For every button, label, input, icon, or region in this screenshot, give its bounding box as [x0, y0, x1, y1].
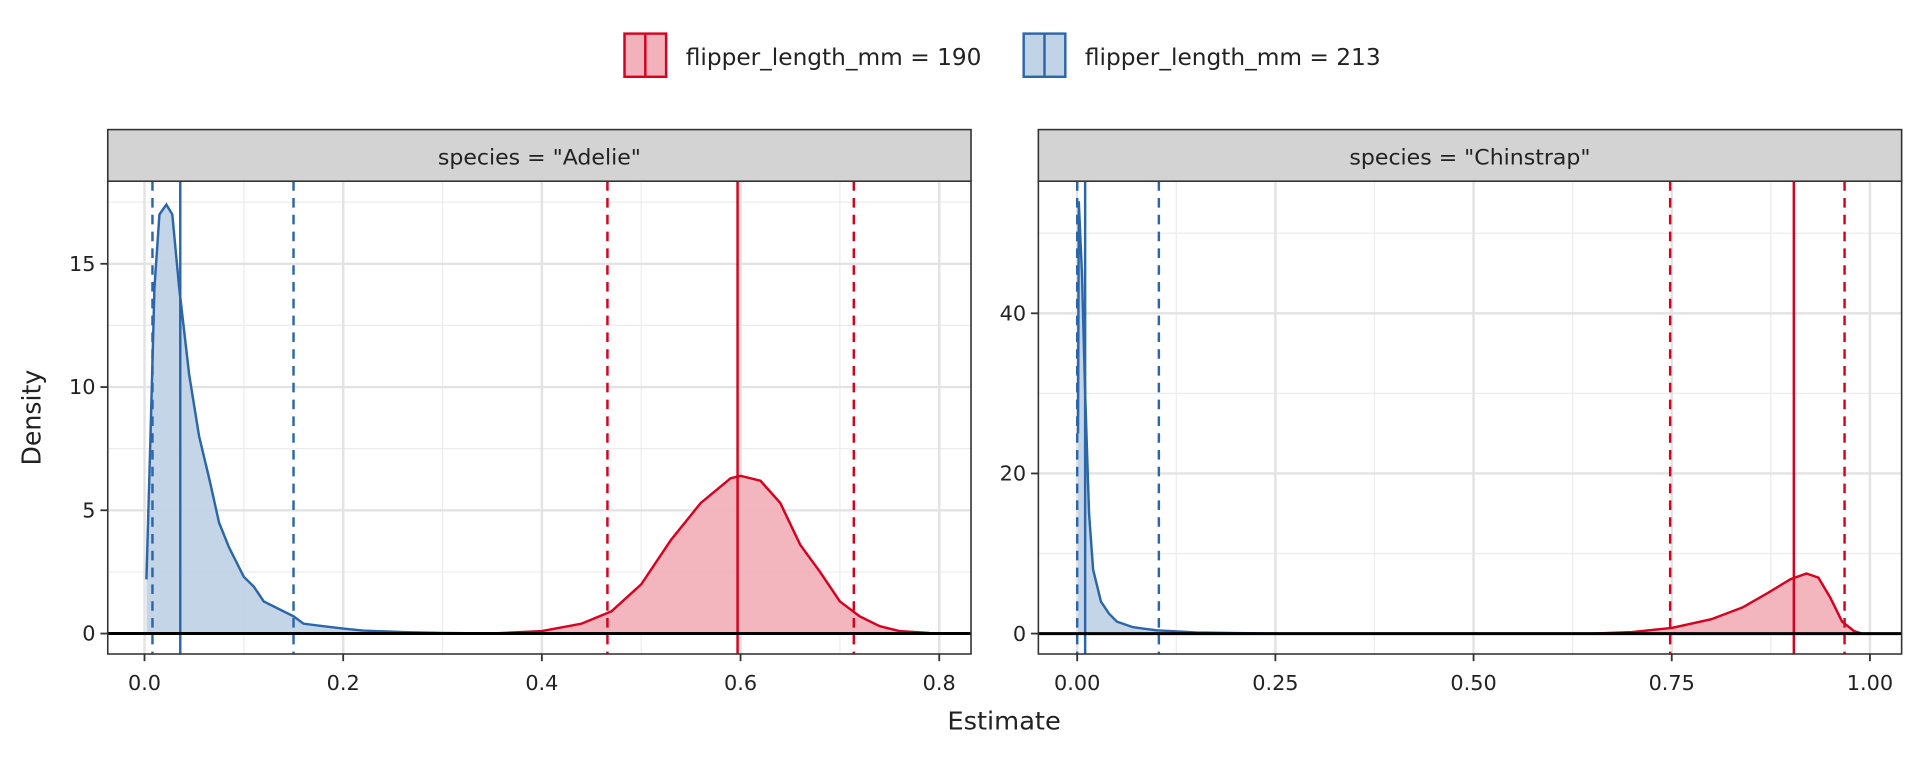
x-tick-label: 1.00 — [1847, 671, 1893, 695]
y-tick-label: 15 — [69, 252, 95, 276]
y-axis-title: Density — [17, 370, 47, 466]
y-tick-label: 0 — [82, 622, 95, 646]
density-curve — [145, 202, 493, 635]
density-area — [492, 475, 930, 634]
facet-strip-label: species = "Chinstrap" — [1349, 146, 1590, 171]
x-axis-title: Estimate — [947, 707, 1060, 737]
x-tick-label: 0.6 — [724, 671, 757, 695]
x-tick-label: 0.4 — [525, 671, 558, 695]
facet-strip — [1037, 128, 1903, 182]
x-tick-label: 0.0 — [128, 671, 161, 695]
facet-strip — [106, 128, 972, 182]
x-tick-label: 0.00 — [1054, 671, 1100, 695]
x-tick-label: 0.25 — [1252, 671, 1298, 695]
y-tick-label: 5 — [82, 499, 95, 523]
x-tick-label: 0.2 — [327, 671, 360, 695]
density-curve — [492, 474, 930, 635]
y-tick-label: 40 — [1000, 302, 1026, 326]
y-tick-label: 0 — [1013, 622, 1026, 646]
plot-background — [1038, 181, 1902, 654]
legend-label: flipper_length_mm = 190 — [686, 45, 982, 71]
legend-label: flipper_length_mm = 213 — [1085, 45, 1381, 71]
density-curve — [1076, 201, 1276, 635]
y-tick-label: 20 — [1000, 462, 1026, 486]
plot-background — [107, 181, 972, 654]
x-tick-label: 0.8 — [923, 671, 956, 695]
x-tick-label: 0.50 — [1450, 671, 1496, 695]
facet-strip-label: species = "Adelie" — [438, 146, 641, 171]
density-curve — [1592, 572, 1863, 635]
y-tick-label: 10 — [69, 375, 95, 399]
x-tick-label: 0.75 — [1649, 671, 1695, 695]
legend-item: flipper_length_mm = 190 — [623, 32, 982, 78]
legend-item: flipper_length_mm = 213 — [1022, 32, 1381, 78]
panel-1: species = "Chinstrap" 0.00 0.25 0.50 0.75 1.0… — [1000, 128, 1903, 695]
panel-0: species = "Adelie" 0.0 0.2 0.4 0.6 0.8 0 5 10 15 — [69, 128, 972, 695]
